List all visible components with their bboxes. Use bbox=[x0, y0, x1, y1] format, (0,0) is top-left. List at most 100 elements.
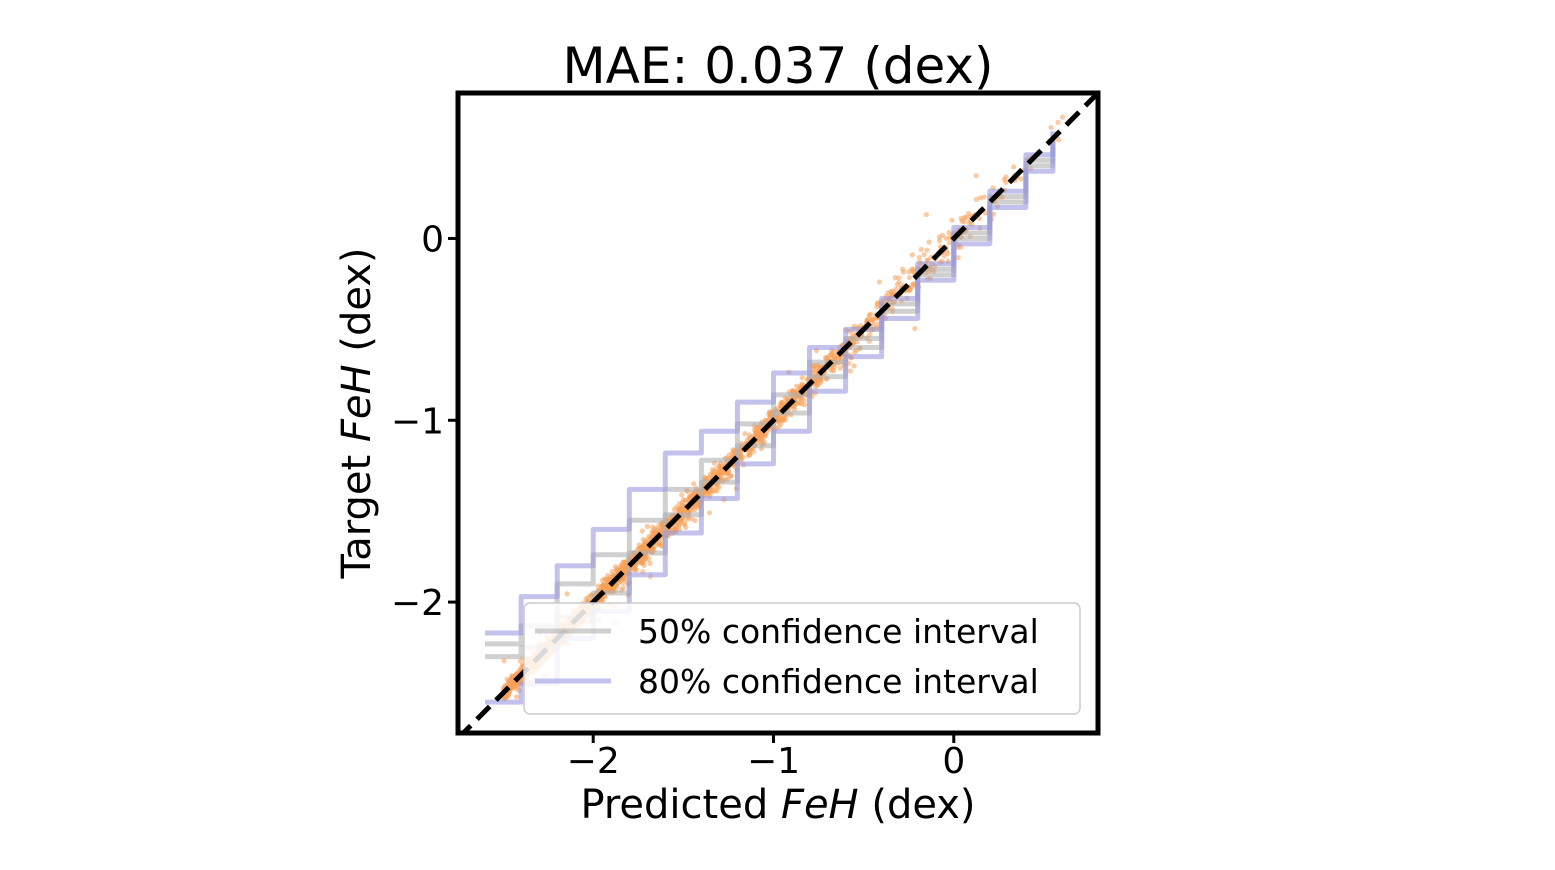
scatter-point bbox=[822, 355, 829, 361]
scatter-point bbox=[1011, 164, 1017, 170]
scatter-point bbox=[776, 424, 782, 430]
scatter-point bbox=[671, 507, 678, 513]
scatter-point bbox=[900, 266, 906, 272]
scatter-point bbox=[746, 449, 752, 455]
x-tick-label: −1 bbox=[747, 741, 800, 782]
scatter-point bbox=[847, 368, 854, 374]
scatter-point bbox=[644, 523, 651, 530]
scatter-point bbox=[973, 173, 979, 179]
scatter-point bbox=[599, 583, 605, 589]
scatter-point bbox=[874, 304, 880, 310]
scatter-point bbox=[632, 563, 639, 569]
scatter-point bbox=[716, 484, 722, 490]
scatter-point bbox=[754, 433, 760, 439]
scatter-point bbox=[758, 434, 764, 440]
scatter-point bbox=[754, 426, 760, 432]
scatter-point bbox=[742, 431, 748, 437]
x-tick-label: −2 bbox=[567, 741, 620, 782]
scatter-point bbox=[707, 471, 714, 477]
scatter-point bbox=[813, 380, 819, 386]
scatter-point bbox=[1003, 174, 1009, 180]
scatter-point bbox=[780, 416, 786, 422]
scatter-point bbox=[946, 240, 953, 246]
scatter-point bbox=[509, 673, 515, 679]
scatter-point bbox=[926, 239, 932, 245]
scatter-point bbox=[676, 501, 683, 507]
scatter-point bbox=[517, 658, 524, 664]
scatter-point bbox=[646, 556, 652, 562]
scatter-point bbox=[955, 255, 961, 261]
scatter-point bbox=[1060, 114, 1066, 120]
legend-label-80: 80% confidence interval bbox=[638, 662, 1039, 701]
y-axis-ticks: −2 −1 0 bbox=[391, 219, 458, 624]
scatter-point bbox=[918, 246, 924, 252]
x-axis-label: Predicted FeH (dex) bbox=[580, 782, 975, 828]
scatter-point bbox=[912, 326, 918, 332]
scatter-point bbox=[642, 540, 648, 546]
scatter-point bbox=[681, 522, 688, 528]
scatter-point bbox=[973, 196, 980, 203]
legend: 50% confidence interval 80% confidence i… bbox=[523, 602, 1081, 715]
scatter-point bbox=[801, 402, 808, 408]
scatter-point bbox=[910, 269, 916, 275]
scatter-point bbox=[506, 691, 512, 697]
scatter-point bbox=[609, 568, 615, 575]
scatter-point bbox=[949, 217, 955, 223]
scatter-point bbox=[719, 469, 726, 475]
scatter-point bbox=[1018, 176, 1024, 182]
scatter-point bbox=[642, 546, 648, 552]
scatter-point bbox=[906, 269, 912, 275]
scatter-point bbox=[829, 368, 835, 374]
scatter-point bbox=[679, 492, 685, 498]
scatter-point bbox=[907, 286, 914, 292]
scatter-point bbox=[833, 353, 839, 359]
scatter-point bbox=[746, 432, 753, 438]
scatter-point bbox=[851, 363, 857, 369]
plot-frame bbox=[455, 90, 1101, 736]
scatter-point bbox=[602, 576, 609, 582]
scatter-point bbox=[818, 379, 824, 386]
scatter-point bbox=[876, 279, 883, 285]
scatter-point bbox=[676, 522, 682, 528]
scatter-point bbox=[921, 252, 927, 258]
scatter-point bbox=[647, 560, 653, 567]
scatter-point bbox=[936, 234, 942, 240]
scatter-point bbox=[911, 281, 917, 287]
scatter-point bbox=[869, 316, 875, 323]
scatter-point bbox=[892, 275, 898, 281]
scatter-point bbox=[1055, 119, 1061, 125]
scatter-point bbox=[688, 516, 694, 522]
scatter-point bbox=[724, 470, 730, 476]
scatter-point bbox=[909, 252, 916, 258]
scatter-point bbox=[867, 311, 873, 317]
scatter-point bbox=[906, 275, 913, 281]
scatter-point bbox=[784, 396, 790, 402]
scatter-point bbox=[923, 212, 929, 218]
scatter-point bbox=[831, 364, 837, 370]
scatter-point bbox=[656, 542, 662, 548]
y-tick-label: 0 bbox=[421, 219, 444, 260]
scatter-point bbox=[712, 488, 718, 494]
scatter-point bbox=[801, 397, 807, 404]
x-tick-label: 0 bbox=[942, 741, 965, 782]
scatter-point bbox=[928, 254, 934, 260]
y-axis-label: Target FeH (dex) bbox=[334, 247, 380, 579]
scatter-point bbox=[691, 481, 697, 487]
scatter-point bbox=[757, 438, 763, 444]
x-axis-ticks: −2 −1 0 bbox=[567, 733, 965, 782]
scatter-point bbox=[639, 528, 645, 534]
scatter-point bbox=[1003, 179, 1009, 185]
scatter-point bbox=[924, 247, 930, 253]
scatter-point bbox=[867, 331, 873, 337]
legend-label-50: 50% confidence interval bbox=[638, 612, 1039, 651]
scatter-point bbox=[595, 583, 601, 589]
legend-box bbox=[523, 602, 1081, 715]
scatter-point bbox=[961, 219, 967, 225]
scatter-point bbox=[977, 195, 983, 201]
scatter-point bbox=[837, 365, 843, 371]
scatter-point bbox=[652, 525, 659, 532]
scatter-point bbox=[1048, 125, 1054, 131]
band-80-upper bbox=[485, 131, 1056, 636]
scatter-point bbox=[777, 401, 784, 407]
